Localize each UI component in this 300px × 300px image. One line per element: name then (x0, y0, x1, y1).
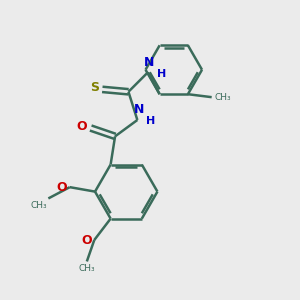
Text: CH₃: CH₃ (30, 201, 47, 210)
Text: N: N (134, 103, 144, 116)
Text: CH₃: CH₃ (214, 93, 231, 102)
Text: H: H (146, 116, 155, 127)
Text: CH₃: CH₃ (79, 264, 95, 273)
Text: O: O (81, 233, 92, 247)
Text: O: O (76, 120, 87, 133)
Text: O: O (57, 181, 68, 194)
Text: H: H (157, 69, 166, 79)
Text: S: S (90, 81, 99, 94)
Text: N: N (144, 56, 154, 69)
